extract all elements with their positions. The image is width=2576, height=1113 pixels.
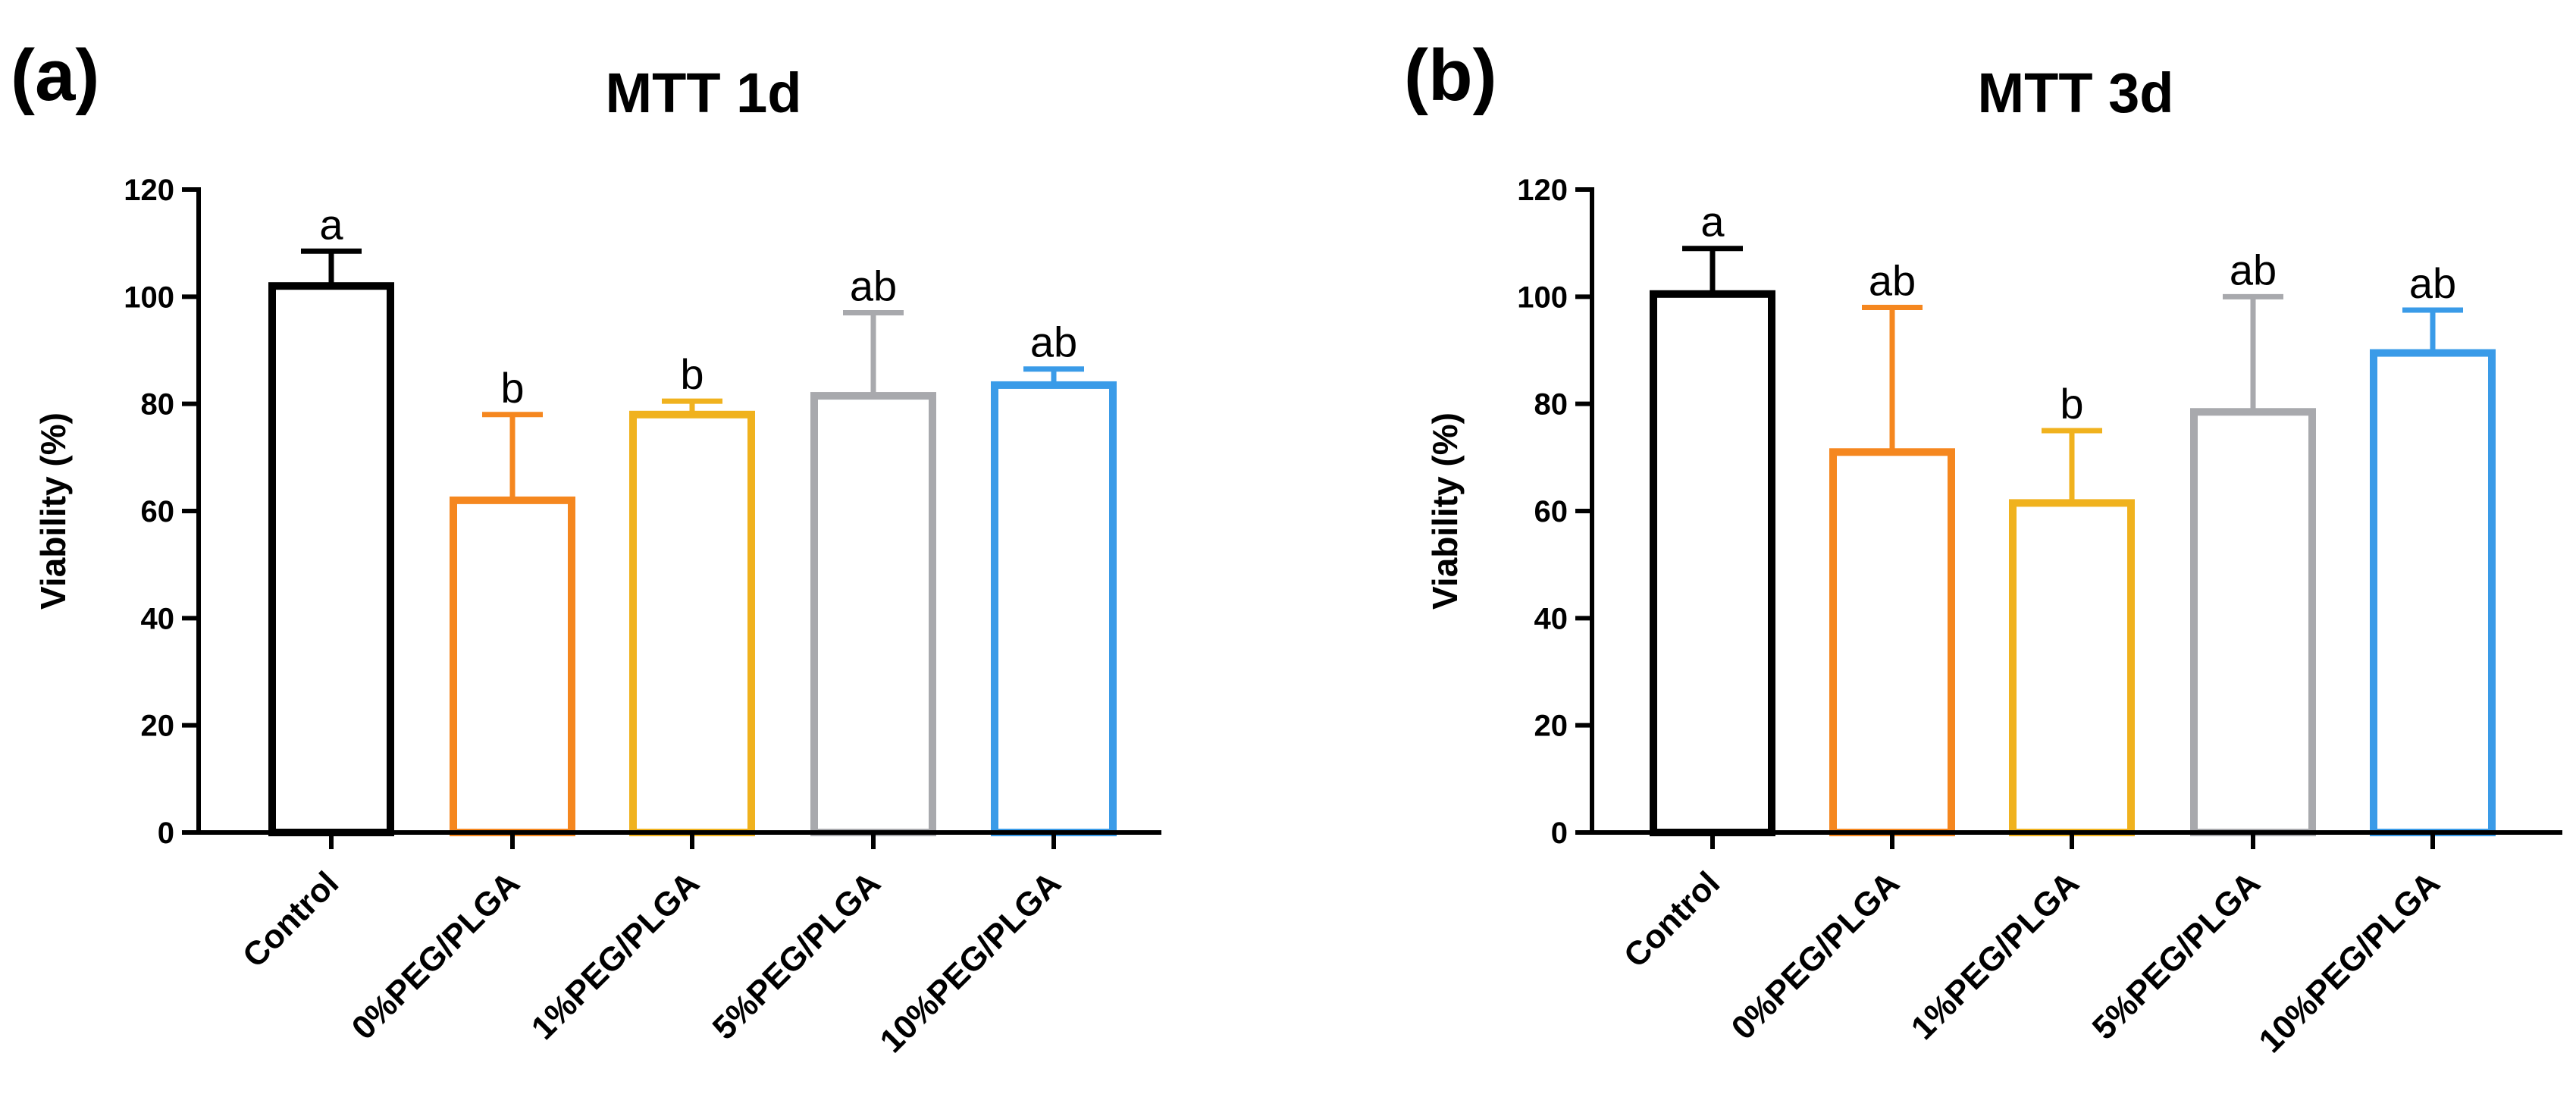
- y-axis-label-a: Viability (%): [33, 412, 73, 610]
- significance-label-b-4: ab: [2409, 259, 2456, 307]
- significance-label-a-3: ab: [850, 262, 897, 310]
- y-tick-label-a-6: 120: [124, 174, 174, 207]
- panel-label-b: (b): [1404, 35, 1497, 116]
- significance-label-b-1: ab: [1869, 256, 1916, 304]
- bar-a-0: [268, 282, 394, 836]
- bar-a-3: [810, 392, 936, 836]
- category-label-a-4: 10%PEG/PLGA: [873, 864, 1068, 1060]
- y-tick-label-b-5: 100: [1517, 281, 1568, 314]
- y-axis-label-b: Viability (%): [1425, 412, 1465, 610]
- bar-a-2: [629, 410, 755, 836]
- significance-label-a-2: b: [680, 350, 704, 398]
- significance-label-b-3: ab: [2230, 246, 2277, 293]
- y-tick-label-a-5: 100: [124, 281, 174, 314]
- y-tick-label-b-4: 80: [1534, 388, 1568, 422]
- chart-panel-b: (b) MTT 3d Viability (%) a Control ab 0%PEG/PL…: [1404, 35, 2562, 1060]
- bar-b-1: [1829, 448, 1955, 836]
- y-tick-label-b-2: 40: [1534, 602, 1568, 635]
- chart-title-a: MTT 1d: [606, 61, 802, 124]
- category-label-a-0: Control: [236, 864, 346, 974]
- chart-title-b: MTT 3d: [1978, 61, 2174, 124]
- category-label-b-0: Control: [1617, 864, 1727, 974]
- y-tick-label-a-4: 80: [141, 388, 175, 422]
- significance-label-b-2: b: [2060, 380, 2083, 428]
- y-tick-label-b-0: 0: [1551, 817, 1568, 850]
- category-label-b-2: 1%PEG/PLGA: [1904, 864, 2086, 1046]
- significance-label-b-0: a: [1700, 198, 1725, 246]
- bar-b-0: [1650, 290, 1775, 836]
- bar-b-2: [2009, 499, 2135, 837]
- bar-a-1: [450, 496, 575, 836]
- bar-b-3: [2190, 408, 2316, 836]
- category-label-a-1: 0%PEG/PLGA: [345, 864, 527, 1046]
- panel-label-a: (a): [11, 35, 99, 116]
- significance-label-a-4: ab: [1030, 318, 1077, 366]
- bar-b-4: [2370, 349, 2496, 836]
- bar-a-4: [991, 381, 1117, 836]
- category-label-b-1: 0%PEG/PLGA: [1725, 864, 1907, 1046]
- y-tick-label-b-6: 120: [1517, 174, 1568, 207]
- y-tick-label-a-1: 20: [141, 710, 175, 743]
- significance-label-a-1: b: [500, 364, 524, 412]
- y-tick-label-b-1: 20: [1534, 710, 1568, 743]
- category-label-b-3: 5%PEG/PLGA: [2086, 864, 2267, 1046]
- y-tick-label-b-3: 60: [1534, 495, 1568, 528]
- category-label-a-2: 1%PEG/PLGA: [525, 864, 707, 1046]
- chart-panel-a: (a) MTT 1d Viability (%) a Control b 0%PEG/PLG…: [11, 35, 1161, 1060]
- y-tick-label-a-3: 60: [141, 495, 175, 528]
- significance-label-a-0: a: [319, 200, 343, 248]
- y-tick-label-a-2: 40: [141, 602, 175, 635]
- y-tick-label-a-0: 0: [158, 817, 174, 850]
- category-label-a-3: 5%PEG/PLGA: [706, 864, 888, 1046]
- category-label-b-4: 10%PEG/PLGA: [2252, 864, 2447, 1060]
